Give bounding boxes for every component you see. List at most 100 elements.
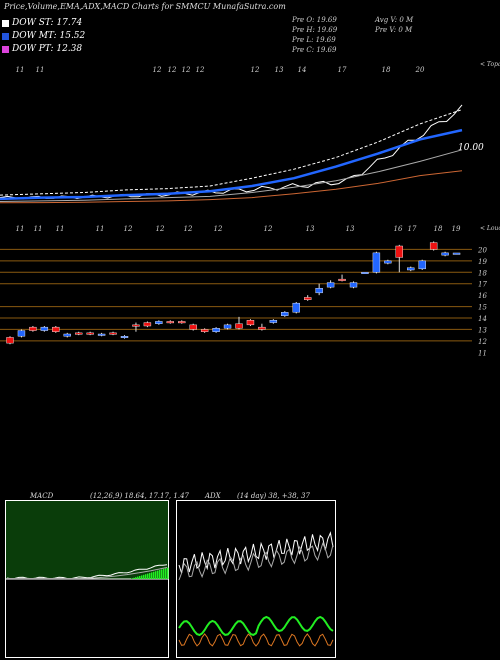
candle-body	[452, 252, 461, 255]
candle-x-tick: 12	[184, 225, 193, 233]
ema-series-line	[0, 109, 463, 196]
candle-y-tick: 20	[477, 246, 487, 254]
macd-values: (12,26,9) 18.64, 17.17, 1.47	[90, 492, 189, 500]
candle-y-tick: 14	[478, 315, 487, 323]
candle-x-tick: 11	[56, 225, 65, 233]
candle-body	[17, 330, 26, 337]
candle-x-tick: 11	[96, 225, 105, 233]
macd-histogram-bar	[135, 577, 137, 579]
macd-histogram-bar	[133, 577, 135, 579]
legend-swatch	[2, 45, 9, 53]
macd-histogram-bar	[167, 567, 169, 579]
macd-histogram-bar	[165, 568, 167, 579]
candle-x-tick: 16	[394, 225, 403, 233]
candle-body	[281, 312, 289, 316]
ema-x-tick: 12	[168, 66, 177, 74]
candle-body	[338, 278, 346, 281]
legend-dow-st: DOW ST: 17.74	[2, 18, 82, 28]
candle-body	[97, 333, 106, 336]
legend-swatch	[2, 19, 9, 27]
ema-x-tick: 12	[182, 66, 191, 74]
candle-y-tick: 16	[478, 292, 487, 300]
macd-histogram-bar	[155, 571, 157, 579]
ema-x-tick: 14	[298, 66, 307, 74]
candle-x-tick: 12	[264, 225, 273, 233]
candle-x-tick: 11	[34, 225, 43, 233]
ema-x-tick: 12	[251, 66, 260, 74]
candle-body	[40, 326, 49, 331]
candle-body	[155, 321, 163, 324]
ema-corner-label: < Topa	[480, 61, 500, 68]
candle-body	[143, 322, 152, 327]
ema-price-line	[0, 104, 463, 200]
candle-y-tick: 11	[478, 349, 487, 357]
candle-body	[429, 242, 438, 250]
candle-x-tick: 19	[452, 225, 461, 233]
macd-histogram-bar	[161, 569, 163, 579]
candle-body	[349, 282, 358, 288]
macd-histogram-bar	[137, 576, 139, 579]
macd-histogram-bar	[145, 574, 147, 579]
candle-body	[258, 326, 266, 330]
candle-corner-label: < Louo	[480, 225, 500, 232]
candle-body	[407, 267, 415, 271]
candle-y-tick: 15	[478, 304, 487, 312]
adx-panel	[176, 500, 336, 658]
adx-values: (14 day) 38, +38, 37	[237, 492, 310, 500]
candle-body	[372, 252, 381, 273]
candle-x-tick: 12	[124, 225, 133, 233]
pre-close: Pre C: 19.69	[292, 46, 337, 54]
candle-body	[109, 332, 117, 335]
macd-histogram-bar	[163, 568, 165, 579]
ema-x-tick: 12	[196, 66, 205, 74]
adx-green-line	[178, 615, 334, 637]
macd-upper-zone	[6, 501, 168, 579]
ema-x-tick: 20	[415, 66, 425, 74]
ema-series-line	[0, 170, 463, 204]
candle-body	[304, 297, 312, 300]
ema-x-tick: 12	[153, 66, 162, 74]
candle-body	[6, 337, 14, 344]
candle-y-tick: 19	[478, 258, 487, 266]
candle-body	[178, 321, 186, 324]
macd-histogram-bar	[139, 576, 141, 579]
macd-title: MACD	[30, 492, 54, 500]
legend-label: DOW ST: 17.74	[12, 18, 83, 28]
legend-dow-mt: DOW MT: 15.52	[2, 31, 85, 41]
candle-body	[212, 328, 220, 332]
macd-histogram-bar	[151, 572, 153, 579]
candle-body	[418, 260, 426, 270]
adx-title: ADX	[205, 492, 221, 500]
legend-label: DOW PT: 12.38	[12, 44, 83, 54]
macd-signal-line	[7, 567, 168, 579]
adx-minus-di-line	[178, 633, 334, 647]
pre-high: Pre H: 19.69	[292, 26, 338, 34]
avg-volume: Avg V: 0 M	[375, 16, 414, 24]
candle-body	[384, 260, 392, 264]
candle-body	[361, 272, 369, 274]
candle-body	[395, 245, 403, 258]
candle-x-tick: 11	[16, 225, 25, 233]
candle-body	[29, 326, 37, 331]
candlestick-chart: 20 19 18 17 16 15 14 13 12 11 11 11 11 11 12 12 12 12 12 13…	[0, 225, 500, 357]
macd-histogram-bar	[143, 574, 145, 579]
candle-body	[246, 320, 255, 326]
candle-body	[292, 302, 300, 313]
candle-body	[132, 324, 140, 327]
adx-line	[178, 542, 334, 581]
candle-body	[86, 332, 94, 335]
ema-x-tick: 11	[36, 66, 45, 74]
ema-series-line	[0, 149, 463, 202]
candle-x-tick: 12	[156, 225, 165, 233]
legend-swatch	[2, 32, 9, 40]
legend-dow-pt: DOW PT: 12.38	[2, 44, 82, 54]
candle-y-tick: 18	[478, 269, 487, 277]
candle-y-tick: 13	[478, 326, 487, 334]
macd-panel	[5, 500, 169, 658]
macd-histogram-bar	[141, 575, 143, 579]
candle-body	[120, 336, 129, 338]
candle-body	[441, 252, 449, 256]
macd-histogram-bar	[147, 573, 149, 579]
pre-open: Pre O: 19.69	[292, 16, 337, 24]
ema-x-tick: 13	[275, 66, 284, 74]
